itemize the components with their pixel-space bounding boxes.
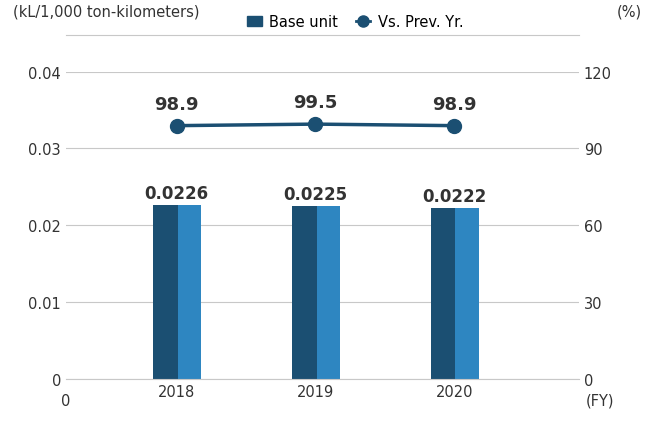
- Legend: Base unit, Vs. Prev. Yr.: Base unit, Vs. Prev. Yr.: [241, 9, 469, 36]
- Text: 0.0225: 0.0225: [284, 186, 347, 204]
- Bar: [316, 207, 340, 379]
- Text: 0.0222: 0.0222: [422, 188, 486, 206]
- Bar: [431, 209, 466, 379]
- Text: (%): (%): [617, 4, 642, 19]
- Bar: [455, 209, 478, 379]
- Text: 98.9: 98.9: [432, 95, 476, 114]
- Text: 0: 0: [61, 393, 70, 408]
- Text: 98.9: 98.9: [155, 95, 199, 114]
- Bar: [153, 206, 188, 379]
- Bar: [178, 206, 201, 379]
- Text: 0.0226: 0.0226: [145, 185, 209, 203]
- Text: (kL/1,000 ton-kilometers): (kL/1,000 ton-kilometers): [13, 4, 199, 19]
- Text: 99.5: 99.5: [293, 94, 338, 112]
- Bar: [292, 207, 327, 379]
- Text: (FY): (FY): [586, 393, 614, 408]
